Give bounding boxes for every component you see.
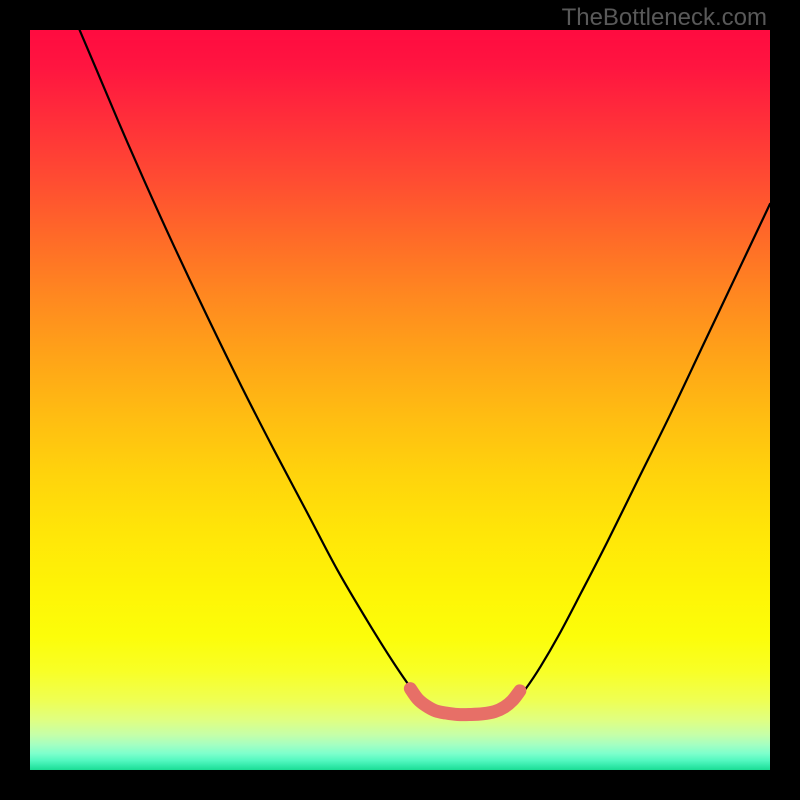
optimal-range-marker [410, 689, 520, 715]
curve-layer [30, 30, 770, 770]
bottleneck-curve [80, 30, 770, 715]
chart-frame: TheBottleneck.com [0, 0, 800, 800]
plot-area [30, 30, 770, 770]
watermark-text: TheBottleneck.com [562, 4, 767, 32]
